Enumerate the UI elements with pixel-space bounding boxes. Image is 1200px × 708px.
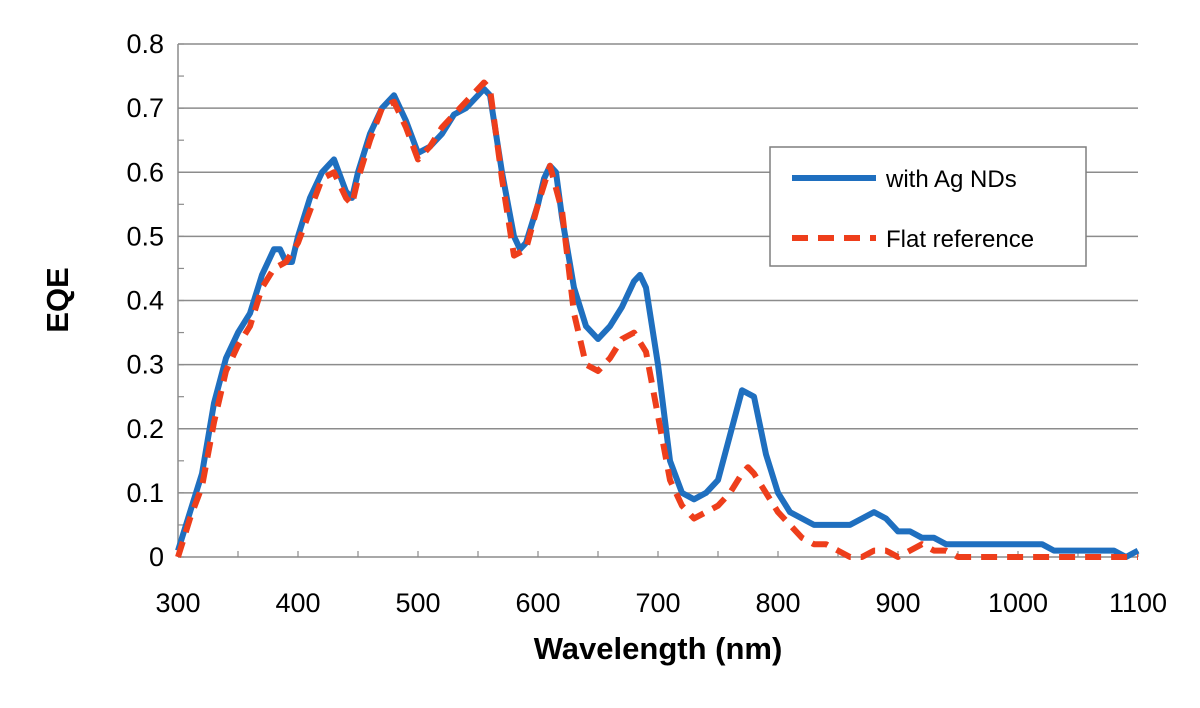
- y-tick-label-8: 0.8: [126, 29, 164, 59]
- y-tick-label-5: 0.5: [126, 221, 164, 251]
- x-tick-labels: 300 400 500 600 700 800 900 1000 1100: [155, 588, 1167, 618]
- series-line-with-ag-nds: [175, 85, 1140, 560]
- y-tick-label-6: 0.6: [126, 157, 164, 187]
- y-axis-title: EQE: [40, 267, 75, 332]
- x-tick-label-0: 300: [155, 588, 200, 618]
- legend-box: [769, 146, 1087, 267]
- series-line-flat-reference: [175, 79, 1138, 560]
- y-tick-label-2: 0.2: [126, 414, 164, 444]
- x-tick-label-6: 900: [875, 588, 920, 618]
- x-tick-label-2: 500: [395, 588, 440, 618]
- series-lines: [175, 79, 1140, 560]
- legend-label-flat-reference: Flat reference: [886, 226, 1034, 253]
- x-tick-label-4: 700: [635, 588, 680, 618]
- x-tick-label-7: 1000: [988, 588, 1048, 618]
- y-tick-labels: 0 0.1 0.2 0.3 0.4 0.5 0.6 0.7 0.8: [126, 29, 164, 572]
- y-tick-label-7: 0.7: [126, 93, 164, 123]
- x-tick-label-3: 600: [515, 588, 560, 618]
- x-tick-label-1: 400: [275, 588, 320, 618]
- x-axis-title: Wavelength (nm): [534, 631, 783, 666]
- axes: [177, 43, 1139, 558]
- y-tick-label-4: 0.4: [126, 286, 164, 316]
- legend-label-with-ag-nds: with Ag NDs: [885, 166, 1017, 193]
- x-tick-label-8: 1100: [1109, 588, 1167, 618]
- legend: with Ag NDs Flat reference: [769, 146, 1087, 267]
- x-tick-label-5: 800: [755, 588, 800, 618]
- y-tick-label-0: 0: [149, 542, 164, 572]
- y-tick-label-3: 0.3: [126, 350, 164, 380]
- y-tick-label-1: 0.1: [126, 478, 164, 508]
